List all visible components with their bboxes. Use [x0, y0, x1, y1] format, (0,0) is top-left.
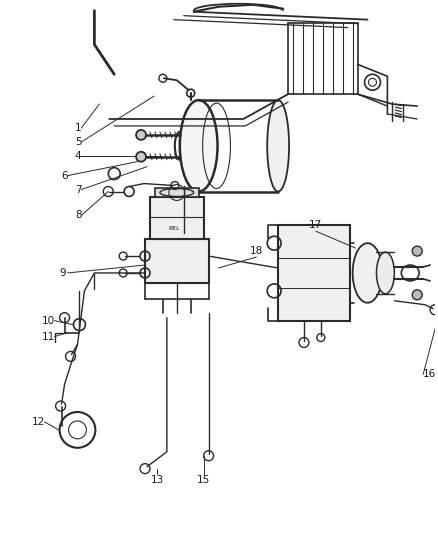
Circle shape: [136, 130, 146, 140]
Bar: [150, 197, 204, 239]
Text: 10: 10: [42, 316, 55, 326]
Text: 8: 8: [75, 211, 81, 220]
Ellipse shape: [353, 243, 382, 303]
Text: 15: 15: [197, 474, 210, 484]
Bar: [155, 188, 199, 197]
Circle shape: [412, 246, 422, 256]
Text: 9: 9: [59, 268, 66, 278]
Text: 18: 18: [250, 246, 263, 256]
Text: 16: 16: [423, 369, 436, 379]
Text: 11: 11: [41, 332, 55, 342]
Text: 5: 5: [75, 137, 81, 147]
Circle shape: [136, 152, 146, 161]
Text: REL: REL: [169, 226, 180, 231]
Text: 4: 4: [75, 151, 81, 161]
Ellipse shape: [180, 100, 218, 191]
Text: 17: 17: [309, 220, 322, 230]
Ellipse shape: [377, 252, 394, 294]
Ellipse shape: [267, 100, 289, 191]
Bar: [278, 225, 350, 321]
Text: 6: 6: [61, 171, 67, 181]
Text: 7: 7: [75, 184, 81, 195]
Circle shape: [412, 290, 422, 300]
Text: 1: 1: [75, 123, 81, 133]
Bar: [145, 239, 208, 283]
Text: 13: 13: [150, 474, 163, 484]
Text: 12: 12: [32, 417, 45, 427]
